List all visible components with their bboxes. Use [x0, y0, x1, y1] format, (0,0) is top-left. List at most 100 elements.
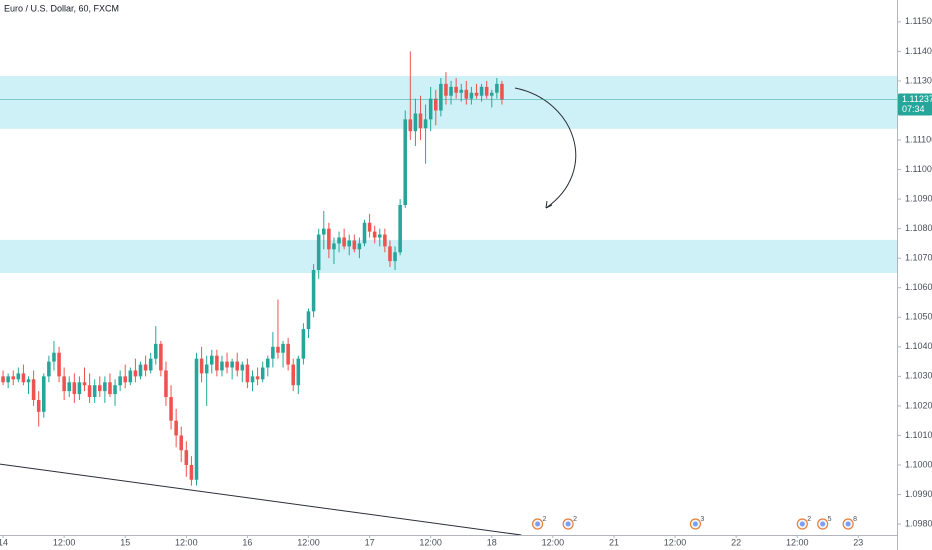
candle-body [423, 119, 428, 129]
x-tick-label: 12:00 [664, 537, 687, 547]
x-tick-label: 12:00 [297, 537, 320, 547]
event-count: 2 [543, 516, 547, 523]
zone [0, 239, 897, 273]
last-price-badge [898, 93, 932, 116]
candle-body [291, 364, 296, 386]
candle-body [1, 376, 5, 383]
candle-body [113, 385, 117, 395]
candle-body [276, 346, 280, 353]
candle-body [403, 119, 408, 206]
y-tick-label: 1.11400 [905, 46, 932, 56]
candle-body [347, 240, 352, 247]
candle-body [377, 234, 382, 238]
y-tick-label: 1.10600 [905, 282, 932, 292]
x-tick-label: 18 [487, 537, 497, 547]
candle-body [164, 370, 168, 398]
candle-body [449, 86, 453, 96]
event-icon-inner [845, 521, 851, 527]
event-icon-inner [820, 521, 826, 527]
candle-body [393, 252, 397, 262]
candle-body [255, 376, 260, 380]
candle-body [301, 329, 306, 359]
candle-body [179, 435, 184, 451]
arrow-curve [514, 87, 577, 209]
candle-body [6, 376, 10, 383]
candle-body [433, 98, 438, 111]
x-tick-label: 21 [609, 537, 619, 547]
event-icon-inner [565, 521, 571, 527]
candle-body [459, 89, 464, 93]
candle-body [215, 355, 219, 371]
y-tick-label: 1.10500 [905, 312, 932, 322]
candle-body [398, 205, 402, 253]
candle-body [143, 364, 148, 371]
candle-body [428, 98, 433, 120]
candle-body [57, 352, 61, 377]
candle-body [271, 346, 275, 359]
candle-body [245, 364, 250, 383]
x-tick-label: 22 [731, 537, 741, 547]
event-count: 2 [573, 516, 577, 523]
candle-body [357, 243, 362, 250]
candle-body [194, 358, 199, 480]
candle-body [362, 222, 367, 244]
candle-body [189, 464, 194, 480]
x-tick-label: 14 [0, 537, 8, 547]
candle-body [36, 399, 41, 412]
event-icon-inner [535, 521, 541, 527]
candle-body [21, 373, 26, 383]
candle-body [174, 420, 178, 436]
candle-body [413, 113, 418, 132]
candle-body [92, 385, 97, 398]
candle-body [265, 358, 270, 368]
candle-body [240, 364, 245, 371]
candle-body [367, 222, 372, 232]
candle-body [199, 358, 204, 374]
candle-body [159, 343, 163, 371]
candle-body [184, 450, 189, 465]
event-count: 8 [853, 516, 857, 523]
candle-body [296, 358, 301, 386]
candle-body [72, 382, 77, 395]
event-count: 2 [807, 516, 811, 523]
candle-body [225, 361, 229, 368]
candle-body [47, 361, 51, 377]
candle-body [281, 343, 285, 353]
candle-body [204, 364, 209, 374]
x-tick-label: 12:00 [786, 537, 809, 547]
event-icon-inner [692, 521, 698, 527]
candle-body [495, 83, 499, 93]
y-tick-label: 1.11500 [905, 16, 932, 26]
x-tick-label: 15 [120, 537, 130, 547]
candle-body [464, 89, 469, 99]
y-tick-label: 1.10200 [905, 400, 932, 410]
candle-body [342, 237, 346, 247]
candle-body [67, 382, 72, 392]
candle-body [108, 382, 112, 395]
candle-body [230, 361, 234, 368]
y-tick-label: 1.09900 [905, 489, 932, 499]
y-tick-label: 1.09800 [905, 518, 932, 528]
candle-body [16, 373, 21, 380]
chart-title: Euro / U.S. Dollar, 60, FXCM [4, 3, 119, 13]
y-tick-label: 1.10900 [905, 193, 932, 203]
x-tick-label: 12:00 [542, 537, 565, 547]
candle-body [11, 376, 16, 380]
candle-body [321, 228, 326, 235]
candle-body [418, 113, 423, 129]
candle-body [209, 355, 214, 365]
candle-body [439, 83, 443, 111]
candle-body [286, 343, 290, 365]
candle-body [118, 376, 122, 386]
zone [0, 75, 897, 129]
candle-body [311, 270, 316, 312]
candle-body [220, 361, 224, 371]
candle-body [235, 361, 240, 371]
candle-body [388, 246, 392, 262]
candle-body [260, 367, 265, 380]
candle-body [41, 376, 46, 412]
candle-body [133, 370, 138, 377]
y-tick-label: 1.11100 [905, 134, 932, 144]
